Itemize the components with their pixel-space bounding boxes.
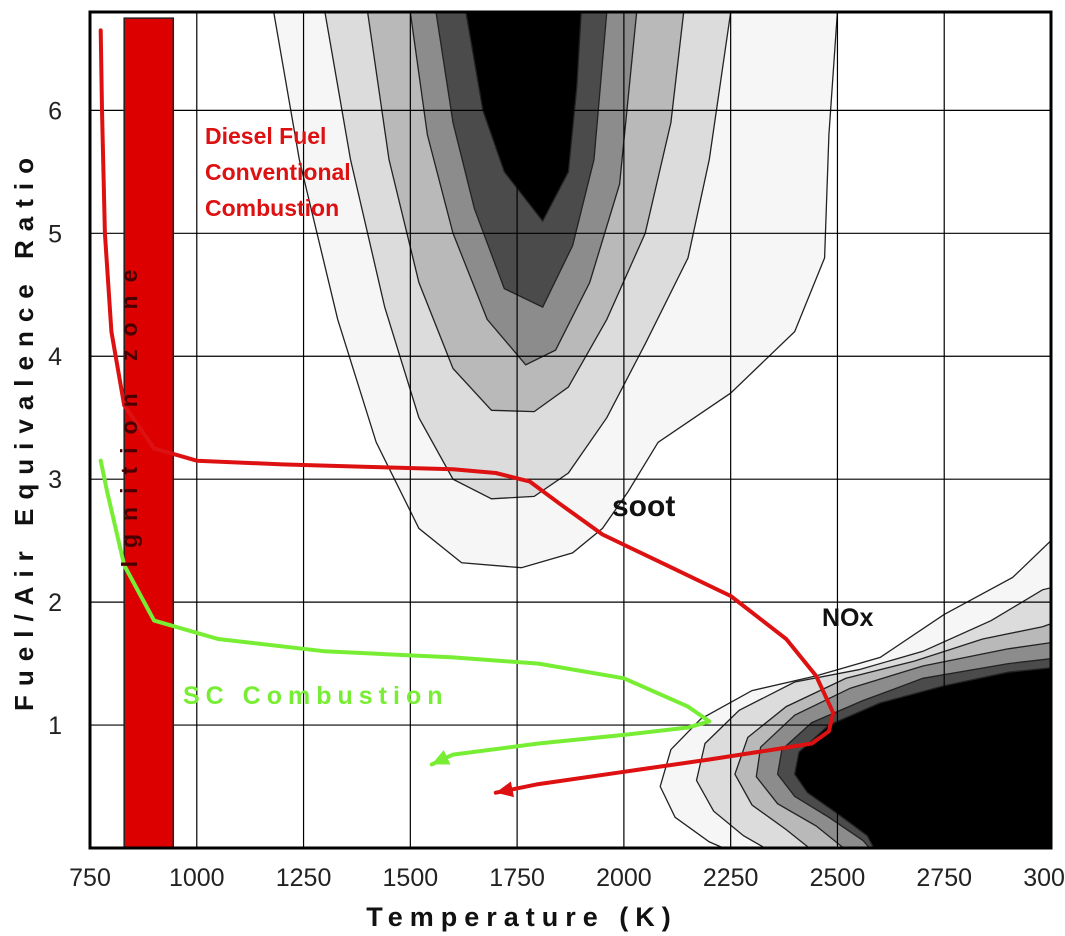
y-tick-labels: 1 2 3 4 5 6 bbox=[48, 97, 62, 740]
diesel-label-line-3: Combustion bbox=[205, 195, 339, 221]
x-axis-title: Temperature (K) bbox=[366, 902, 678, 932]
x-tick-label: 2750 bbox=[916, 864, 972, 892]
series-layer bbox=[98, 28, 836, 798]
x-tick-label: 2000 bbox=[596, 864, 652, 892]
series-arrowhead-diesel bbox=[495, 781, 515, 798]
soot-label: soot bbox=[612, 490, 675, 523]
diesel-label-line-1: Diesel Fuel bbox=[205, 123, 326, 149]
x-tick-label: 3000 bbox=[1023, 864, 1065, 892]
x-tick-label: 2500 bbox=[810, 864, 866, 892]
ignition-zone-layer bbox=[123, 17, 175, 849]
diesel-label-line-2: Conventional bbox=[205, 159, 351, 185]
ignition-zone-label: Ignition zone bbox=[116, 257, 142, 568]
x-tick-label: 1750 bbox=[489, 864, 545, 892]
x-tick-label: 750 bbox=[69, 864, 111, 892]
x-tick-label: 1250 bbox=[276, 864, 332, 892]
plot-frame bbox=[88, 10, 1053, 850]
x-tick-label: 2250 bbox=[703, 864, 759, 892]
diesel-label: Diesel Fuel Conventional Combustion bbox=[205, 123, 357, 221]
x-tick-label: 1500 bbox=[383, 864, 439, 892]
sc-combustion-label: SC Combustion bbox=[183, 682, 449, 710]
y-tick-label: 6 bbox=[48, 97, 62, 125]
series-line-diesel bbox=[98, 28, 836, 795]
y-tick-label: 1 bbox=[48, 712, 62, 740]
series-arrowhead-sc-combustion bbox=[431, 750, 451, 765]
nox-label: NOx bbox=[822, 604, 874, 632]
y-tick-label: 5 bbox=[48, 220, 62, 248]
x-tick-labels: 750 1000 1250 1500 1750 2000 2250 2500 2750 3000 bbox=[69, 864, 1065, 892]
y-tick-label: 2 bbox=[48, 589, 62, 617]
ignition-zone-band bbox=[123, 17, 175, 849]
grid-lines bbox=[90, 12, 1051, 848]
y-tick-label: 3 bbox=[48, 466, 62, 494]
series-line-sc-combustion bbox=[98, 458, 712, 767]
x-tick-label: 1000 bbox=[169, 864, 225, 892]
y-axis-title: Fuel/Air Equivalence Ratio bbox=[9, 149, 39, 711]
y-tick-label: 4 bbox=[48, 343, 62, 371]
soot-contour-level-6 bbox=[465, 12, 582, 223]
